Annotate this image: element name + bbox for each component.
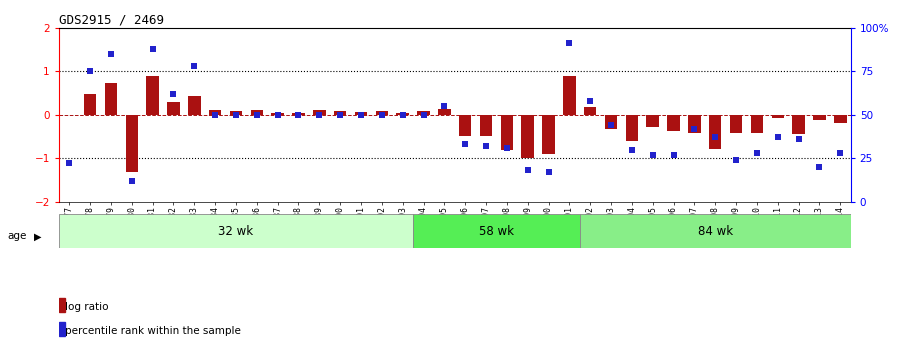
Point [416, 112, 431, 118]
Bar [292, 112, 305, 115]
Point [812, 164, 826, 170]
Point [541, 169, 556, 175]
Bar [729, 115, 742, 133]
Point [833, 150, 847, 156]
Point [500, 145, 514, 150]
Text: 84 wk: 84 wk [698, 225, 733, 238]
Bar [646, 115, 659, 127]
Bar [563, 76, 576, 115]
Point [208, 112, 223, 118]
Bar [605, 115, 617, 129]
Text: 58 wk: 58 wk [479, 225, 514, 238]
Bar [334, 111, 347, 115]
Point [229, 112, 243, 118]
Point [62, 161, 77, 166]
Bar [438, 109, 451, 115]
Text: GDS2915 / 2469: GDS2915 / 2469 [59, 13, 164, 27]
Bar [688, 115, 700, 133]
Point [375, 112, 389, 118]
Point [354, 112, 368, 118]
Bar [814, 115, 825, 120]
Bar [521, 115, 534, 158]
Point [187, 63, 202, 69]
Point [458, 141, 472, 147]
Point [271, 112, 285, 118]
Point [624, 147, 639, 152]
Point [604, 122, 618, 128]
Bar [126, 115, 138, 172]
Point [83, 68, 98, 74]
Bar [251, 110, 263, 115]
Bar [771, 115, 784, 118]
Bar [355, 112, 367, 115]
Point [666, 152, 681, 158]
Point [333, 112, 348, 118]
Text: percentile rank within the sample: percentile rank within the sample [65, 326, 241, 336]
Bar [59, 322, 65, 336]
Bar [188, 96, 201, 115]
Point [562, 40, 576, 46]
Point [312, 112, 327, 118]
Point [583, 98, 597, 104]
Point [146, 46, 160, 51]
Point [749, 150, 764, 156]
Bar [59, 214, 413, 248]
Text: 32 wk: 32 wk [218, 225, 253, 238]
Point [729, 157, 743, 163]
Point [687, 126, 701, 131]
Bar [500, 115, 513, 150]
Bar [542, 115, 555, 154]
Bar [584, 107, 596, 115]
Bar [793, 115, 805, 134]
Bar [230, 111, 243, 115]
Bar [709, 115, 721, 149]
Bar [272, 112, 284, 115]
Point [125, 178, 139, 184]
Bar [209, 110, 222, 115]
Bar [413, 214, 580, 248]
Point [437, 103, 452, 109]
Point [708, 135, 722, 140]
Point [167, 91, 181, 97]
Bar [480, 115, 492, 137]
Point [520, 168, 535, 173]
Bar [313, 110, 326, 115]
Bar [834, 115, 846, 122]
Text: age: age [7, 231, 26, 241]
Bar [459, 115, 472, 136]
Bar [580, 214, 851, 248]
Point [791, 136, 805, 142]
Point [250, 112, 264, 118]
Point [291, 112, 306, 118]
Bar [376, 111, 388, 115]
Point [395, 112, 410, 118]
Bar [667, 115, 680, 131]
Bar [167, 102, 180, 115]
Point [770, 135, 785, 140]
Text: log ratio: log ratio [65, 302, 109, 312]
Bar [84, 94, 96, 115]
Point [104, 51, 119, 57]
Bar [105, 83, 117, 115]
Bar [59, 298, 65, 312]
Bar [750, 115, 763, 133]
Point [645, 152, 660, 158]
Point [479, 143, 493, 149]
Bar [396, 112, 409, 115]
Bar [625, 115, 638, 141]
Bar [147, 76, 159, 115]
Bar [417, 111, 430, 115]
Text: ▶: ▶ [34, 231, 42, 241]
